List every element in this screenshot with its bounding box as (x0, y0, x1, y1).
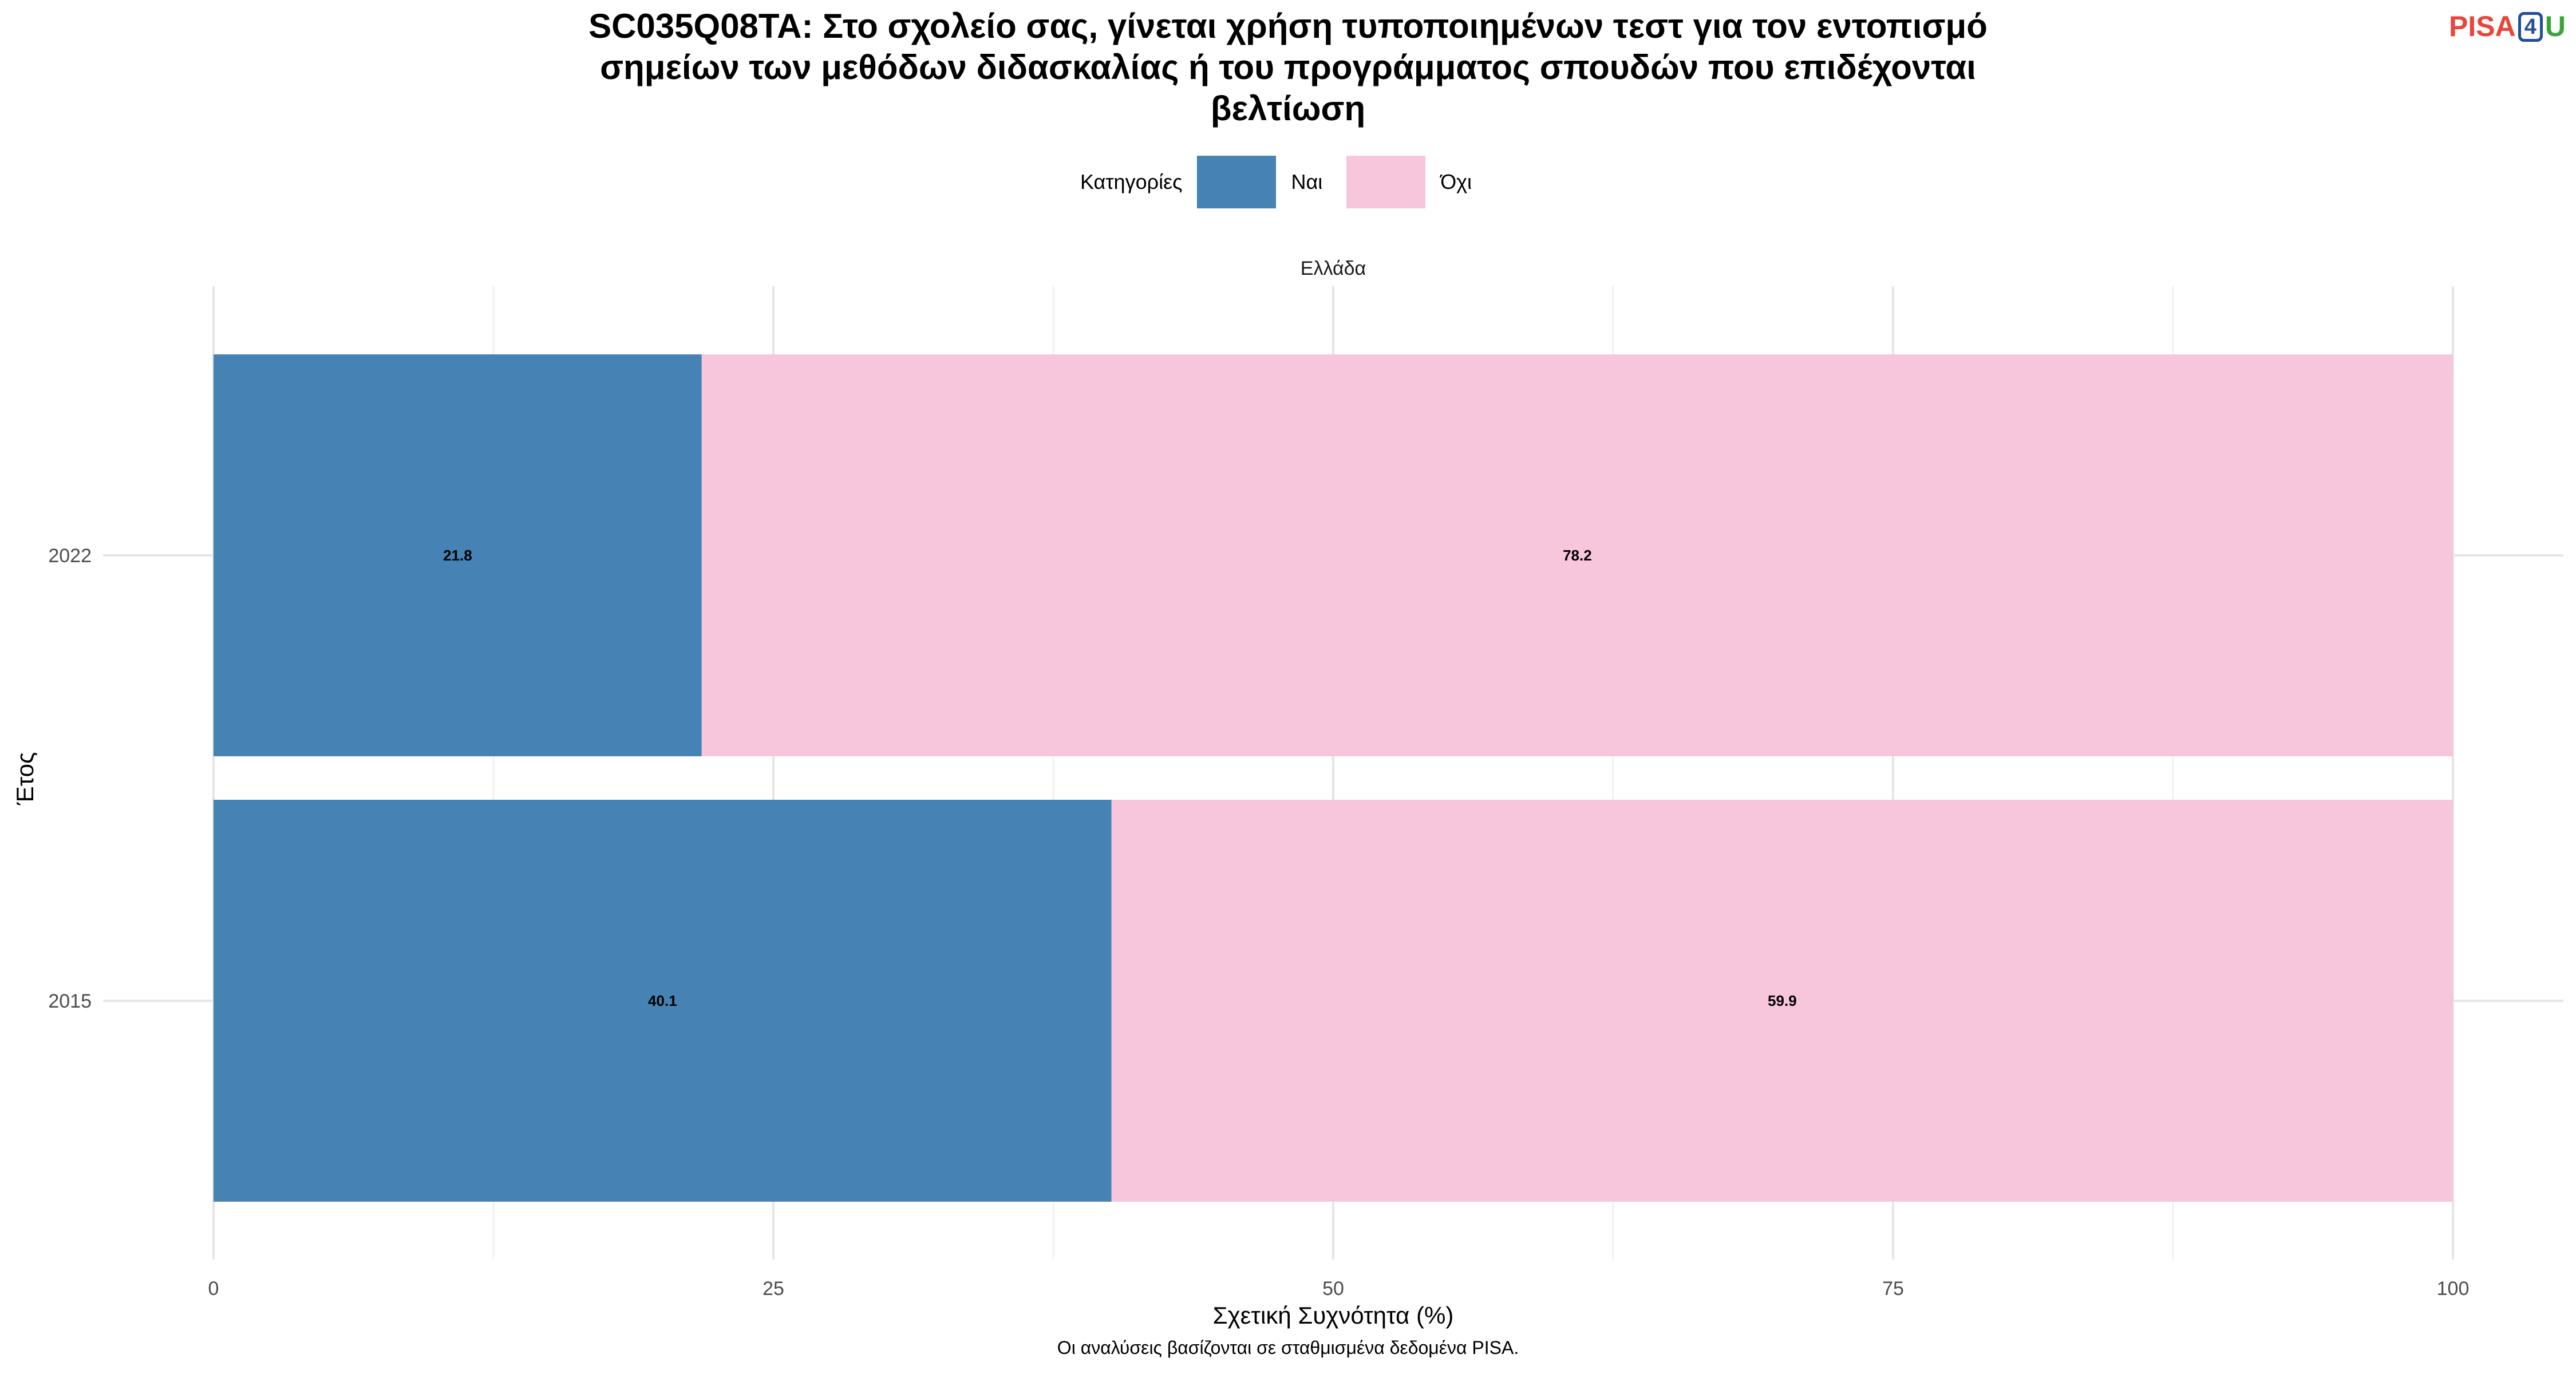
x-tick-label: 75 (1882, 1278, 1904, 1300)
legend-title: Κατηγορίες (1080, 170, 1183, 194)
legend-label-nai: Ναι (1291, 170, 1323, 194)
logo-four-badge: 4 (2518, 12, 2543, 42)
chart-title-line: σημείων των μεθόδων διδασκαλίας ή του πρ… (600, 48, 1976, 86)
y-tick-label: 2022 (48, 545, 92, 567)
chart-title-line: βελτίωση (1210, 89, 1366, 128)
chart-title-line: SC035Q08TA: Στο σχολείο σας, γίνεται χρή… (588, 7, 1988, 45)
x-tick-label: 25 (762, 1278, 784, 1300)
chart-title: SC035Q08TA: Στο σχολείο σας, γίνεται χρή… (0, 6, 2576, 129)
x-tick-label: 50 (1322, 1278, 1344, 1300)
facet-label: Ελλάδα (1301, 258, 1366, 279)
y-tick-label: 2015 (48, 990, 92, 1012)
legend-key-nai (1197, 156, 1277, 208)
bar-ochi-2022 (701, 354, 2453, 756)
logo-u-text: U (2545, 10, 2566, 42)
pisa4u-logo: PISA 4 U (2449, 8, 2566, 45)
legend-key-ochi (1346, 156, 1426, 208)
logo-pisa-text: PISA (2449, 10, 2516, 42)
data-label: 78.2 (1563, 547, 1592, 564)
bar-nai-2015 (214, 800, 1112, 1202)
legend-label-ochi: Όχι (1440, 170, 1472, 194)
x-tick-label: 100 (2437, 1278, 2470, 1300)
footer-note: Οι αναλύσεις βασίζονται σε σταθμισμένα δ… (1057, 1337, 1519, 1358)
legend: Κατηγορίες Ναι Όχι (0, 156, 2576, 208)
bar-ochi-2015 (1111, 800, 2453, 1202)
x-tick-label: 0 (208, 1278, 219, 1300)
bar-nai-2022 (214, 354, 702, 756)
y-axis-title: Έτος (11, 752, 38, 806)
data-label: 59.9 (1768, 992, 1797, 1009)
data-label: 40.1 (648, 992, 677, 1009)
x-axis-title: Σχετική Συχνότητα (%) (1213, 1302, 1454, 1329)
data-label: 21.8 (443, 547, 472, 564)
